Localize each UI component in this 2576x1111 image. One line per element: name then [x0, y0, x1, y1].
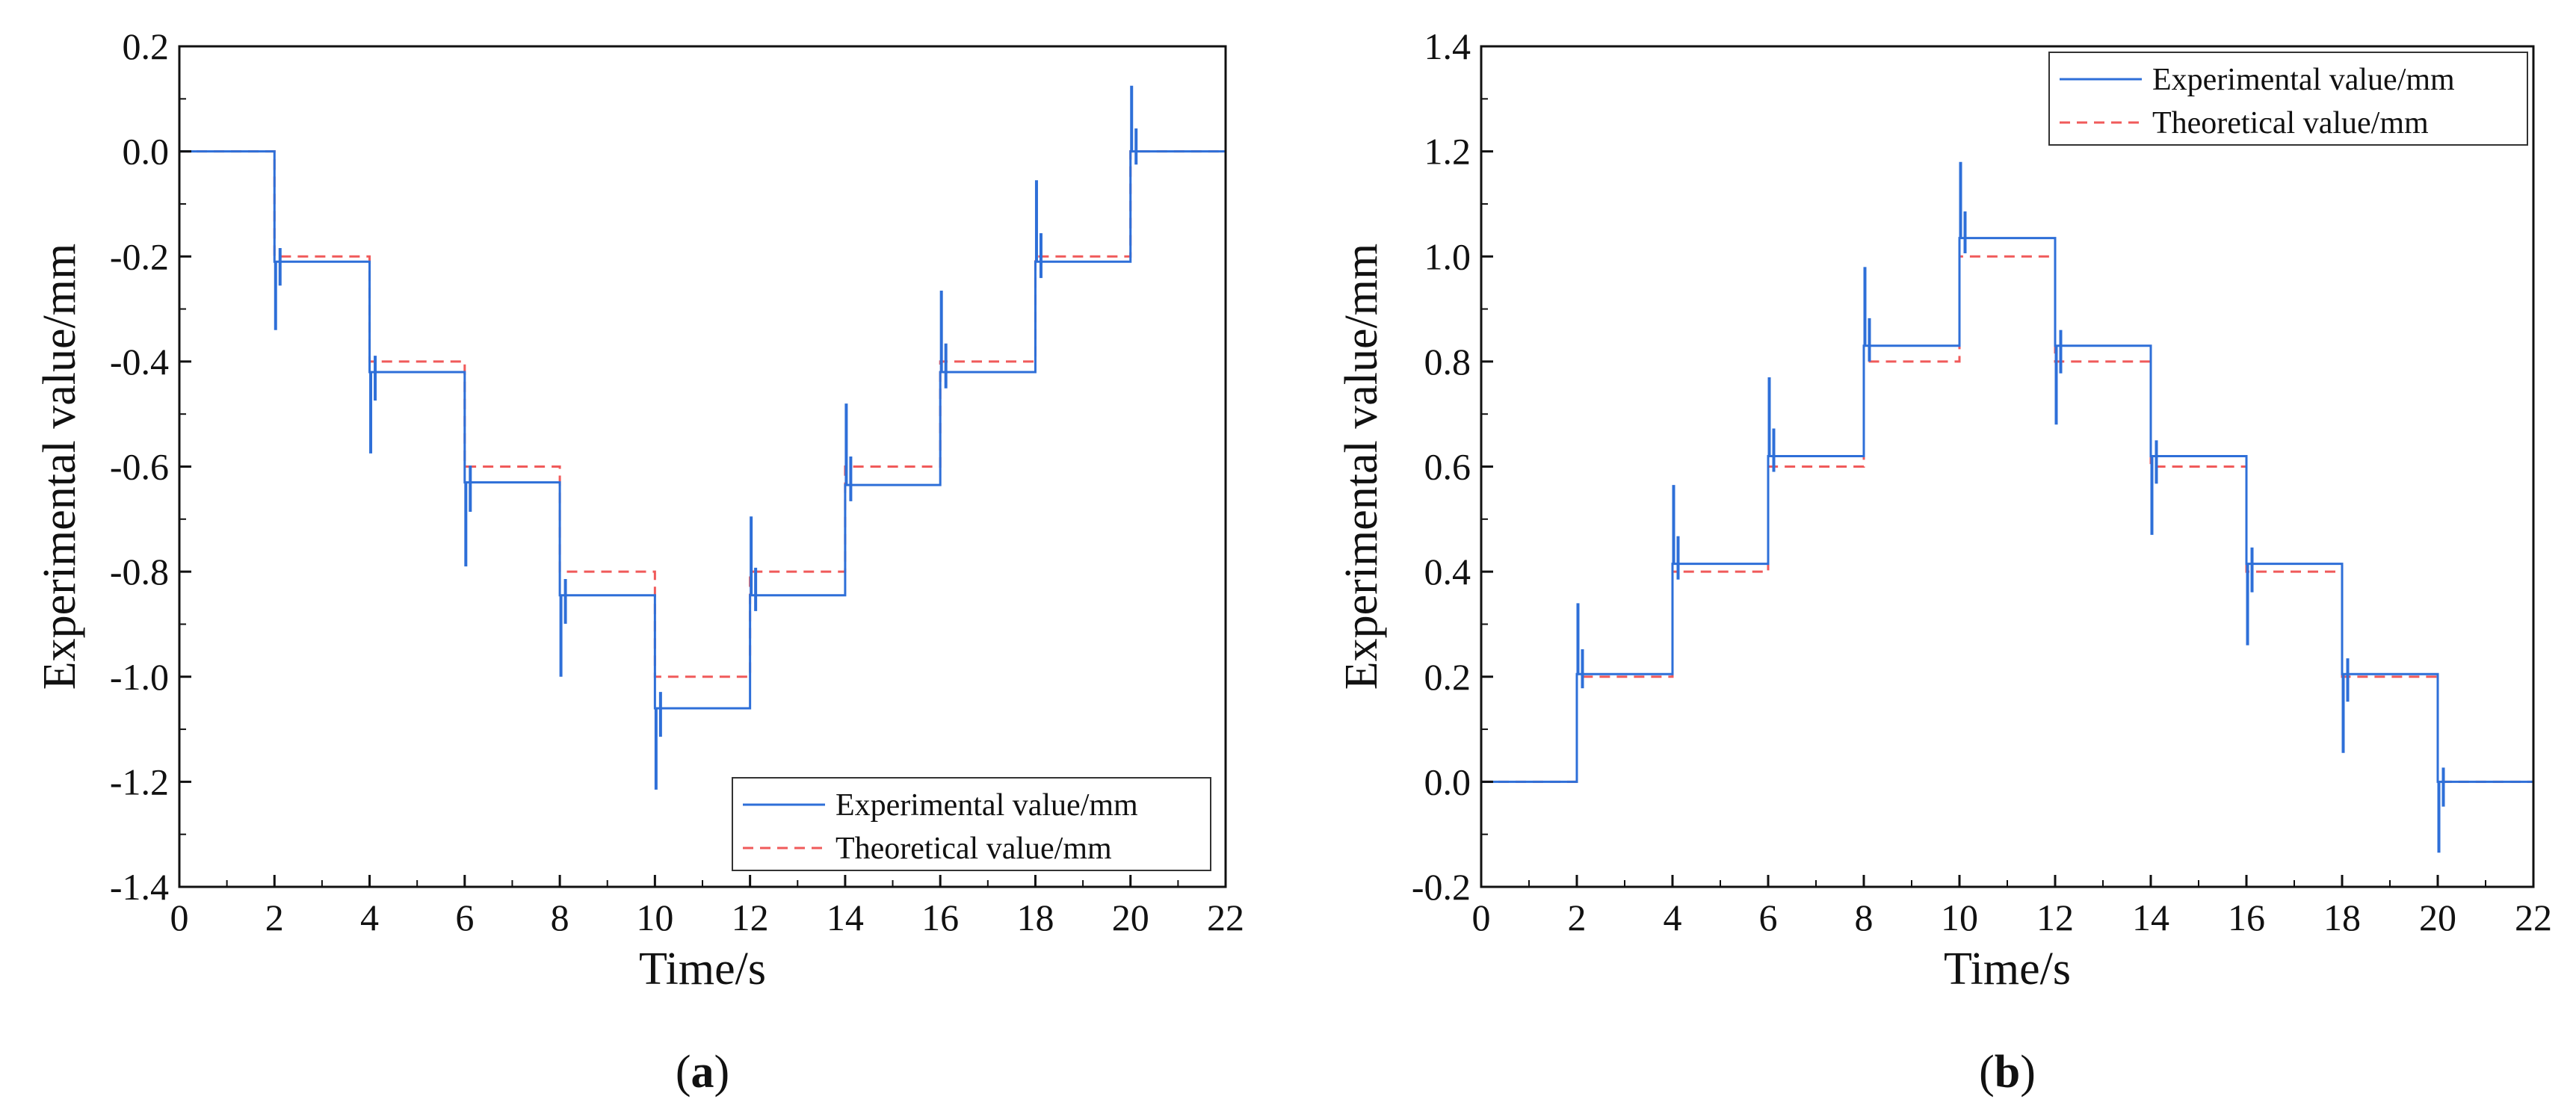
y-tick-label-b-1: 1.2: [1424, 131, 1471, 173]
legend-label-theoretical-a: Theoretical value/mm: [835, 832, 1112, 866]
y-tick-label-b-6: 0.2: [1424, 656, 1471, 698]
x-tick-label-a-1: 2: [265, 897, 284, 938]
legend-a: Experimental value/mm Theoretical value/…: [732, 777, 1211, 871]
experimental-line-a: [179, 150, 1226, 710]
x-tick-label-b-4: 8: [1855, 897, 1874, 938]
y-tick-label-b-2: 1.0: [1424, 235, 1471, 277]
y-tick-label-b-0: 1.4: [1424, 25, 1471, 67]
x-tick-label-a-9: 18: [1016, 897, 1054, 938]
theoretical-line-a: [179, 150, 1226, 678]
legend-box-b: [2048, 52, 2528, 146]
x-tick-label-b-8: 16: [2228, 897, 2265, 938]
x-tick-label-a-10: 20: [1112, 897, 1149, 938]
x-tick-label-a-11: 22: [1207, 897, 1244, 938]
axis-ticks-a: 0 2 4 6 8 10 12 14 16 18 20 22 0.2 0.0 -0.2 -0.4 -0.6 -0.…: [110, 25, 1244, 938]
x-tick-label-a-6: 12: [732, 897, 769, 938]
x-tick-label-b-2: 4: [1664, 897, 1682, 938]
axis-ticks-b: 0 2 4 6 8 10 12 14 16 18 20 22 1.4 1.2 1.0 0.8 0.6 0.4 0.2…: [1412, 25, 2552, 938]
x-tick-label-a-8: 16: [921, 897, 959, 938]
x-tick-label-b-5: 10: [1941, 897, 1978, 938]
x-tick-label-b-11: 22: [2515, 897, 2552, 938]
x-axis-title-a: Time/s: [639, 944, 766, 994]
y-tick-label-b-3: 0.8: [1424, 341, 1471, 383]
legend-box-a: [732, 777, 1211, 871]
y-tick-label-a-1: 0.0: [123, 131, 170, 173]
series-lines-b: [1481, 161, 2533, 853]
x-tick-label-b-3: 6: [1759, 897, 1778, 938]
y-axis-title-b: Experimental value/mm: [1336, 244, 1387, 690]
y-tick-label-a-0: 0.2: [123, 25, 170, 67]
x-tick-label-b-10: 20: [2419, 897, 2456, 938]
y-tick-label-a-8: -1.4: [110, 866, 169, 908]
x-tick-label-a-2: 4: [360, 897, 379, 938]
x-tick-label-a-7: 14: [827, 897, 864, 938]
x-tick-label-b-6: 12: [2036, 897, 2074, 938]
legend-b: Experimental value/mm Theoretical value/…: [2048, 52, 2528, 146]
panel-label-b: (b): [1979, 1047, 2036, 1098]
y-tick-label-a-3: -0.4: [110, 341, 169, 383]
theoretical-line-b: [1481, 255, 2533, 783]
x-tick-label-a-4: 8: [551, 897, 569, 938]
x-tick-label-a-5: 10: [636, 897, 673, 938]
plot-frame-a: [178, 45, 1227, 888]
chart-panel-a: 0 2 4 6 8 10 12 14 16 18 20 22 0.2 0.0 -0.2 -0.4 -0.6 -0.…: [34, 25, 1244, 1098]
x-tick-label-a-0: 0: [170, 897, 189, 938]
x-axis-title-b: Time/s: [1944, 944, 2071, 994]
legend-label-theoretical-b: Theoretical value/mm: [2152, 106, 2429, 140]
panel-letter-b: b: [1995, 1047, 2020, 1098]
x-tick-label-b-7: 14: [2132, 897, 2169, 938]
panel-label-a: (a): [676, 1047, 729, 1098]
y-tick-label-b-8: -0.2: [1412, 866, 1471, 908]
chart-panel-b: 0 2 4 6 8 10 12 14 16 18 20 22 1.4 1.2 1.0 0.8 0.6 0.4 0.2…: [1336, 25, 2552, 1098]
y-tick-label-a-5: -0.8: [110, 551, 169, 592]
legend-label-experimental-b: Experimental value/mm: [2152, 63, 2455, 97]
experimental-line-b: [1481, 237, 2533, 783]
y-tick-label-b-7: 0.0: [1424, 761, 1471, 802]
x-tick-label-b-9: 18: [2323, 897, 2361, 938]
plot-frame-b: [1480, 45, 2535, 888]
y-tick-label-b-5: 0.4: [1424, 551, 1471, 592]
series-lines-a: [179, 85, 1226, 790]
y-tick-label-a-4: -0.6: [110, 446, 169, 488]
y-axis-title-a: Experimental value/mm: [34, 244, 85, 690]
y-tick-label-a-2: -0.2: [110, 235, 169, 277]
y-tick-label-a-6: -1.0: [110, 656, 169, 698]
x-tick-label-a-3: 6: [455, 897, 474, 938]
y-tick-label-a-7: -1.2: [110, 761, 169, 802]
legend-label-experimental-a: Experimental value/mm: [835, 788, 1138, 823]
x-tick-label-b-0: 0: [1472, 897, 1491, 938]
y-tick-label-b-4: 0.6: [1424, 446, 1471, 488]
panel-letter-a: a: [691, 1047, 714, 1098]
x-tick-label-b-1: 2: [1568, 897, 1587, 938]
